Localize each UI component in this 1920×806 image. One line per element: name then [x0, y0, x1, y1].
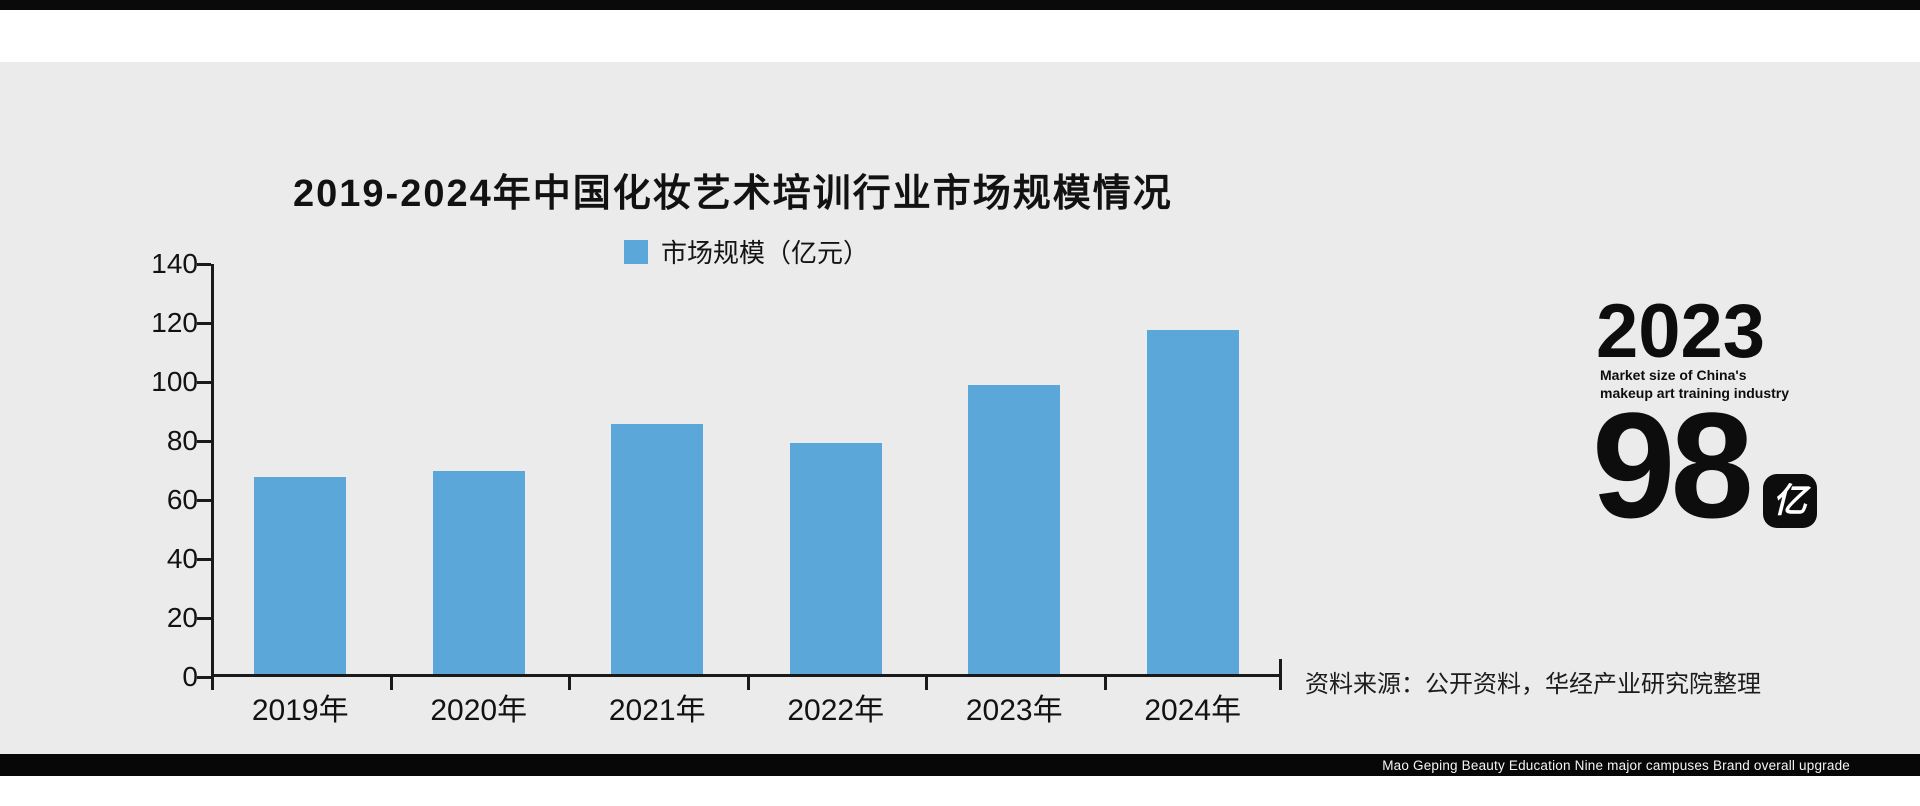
bar	[968, 384, 1061, 674]
x-axis-end-cap	[1279, 659, 1282, 674]
x-tick-label: 2023年	[965, 694, 1063, 727]
callout-caption-line1: Market size of China's	[1600, 367, 1747, 383]
x-tick-label: 2022年	[787, 694, 885, 727]
bar	[611, 424, 704, 674]
x-axis-tick	[1103, 677, 1107, 690]
legend-swatch-icon	[623, 239, 648, 264]
x-tick-label: 2020年	[430, 694, 528, 727]
x-tick-label: 2024年	[1144, 694, 1242, 727]
unit-badge-label: 亿	[1772, 481, 1807, 520]
chart-legend: 市场规模（亿元）	[211, 233, 1282, 270]
y-tick-label: 20	[166, 602, 198, 633]
x-tick-label: 2021年	[608, 694, 706, 727]
chart-title: 2019-2024年中国化妆艺术培训行业市场规模情况	[293, 173, 1173, 215]
callout-value: 98	[1592, 381, 1754, 549]
callout-value-row: 98 亿	[1592, 381, 1817, 549]
bar	[789, 443, 882, 674]
x-axis-tick	[568, 677, 571, 690]
x-axis-tick	[925, 677, 928, 690]
y-axis-tick	[197, 557, 211, 561]
source-note: 资料来源：公开资料，华经产业研究院整理	[1305, 671, 1761, 698]
y-axis-tick	[197, 675, 211, 679]
legend-label: 市场规模（亿元）	[660, 238, 869, 268]
callout-year: 2023	[1596, 289, 1766, 374]
y-tick-label: 40	[166, 543, 198, 574]
y-axis-tick	[197, 616, 211, 620]
y-tick-label: 120	[151, 307, 198, 338]
footer-bar: Mao Geping Beauty Education Nine major c…	[0, 754, 1920, 776]
bar	[254, 476, 347, 674]
callout-caption-line2: makeup art training industry	[1600, 385, 1790, 401]
callout-caption: Market size of China's makeup art traini…	[1600, 366, 1789, 402]
y-axis-tick	[197, 439, 211, 443]
y-axis-tick	[197, 380, 211, 384]
y-axis-tick	[197, 262, 211, 266]
x-tick-label: 2019年	[251, 694, 349, 727]
y-tick-label: 80	[166, 425, 198, 456]
unit-badge: 亿	[1762, 473, 1817, 528]
x-axis-tick	[746, 677, 750, 690]
top-bar	[0, 0, 1920, 10]
x-axis-tick	[1279, 677, 1282, 690]
plot-area	[197, 262, 1282, 690]
footer-text: Mao Geping Beauty Education Nine major c…	[1382, 757, 1850, 773]
y-tick-label: 0	[182, 661, 198, 692]
y-axis-tick	[197, 321, 211, 325]
x-axis-tick	[211, 677, 214, 690]
y-tick-label: 100	[151, 366, 198, 397]
y-axis-tick	[197, 498, 211, 502]
x-axis-tick	[389, 677, 393, 690]
bar	[1146, 330, 1239, 674]
y-tick-label: 140	[151, 248, 198, 279]
y-tick-label: 60	[166, 484, 198, 515]
bar	[432, 471, 525, 674]
